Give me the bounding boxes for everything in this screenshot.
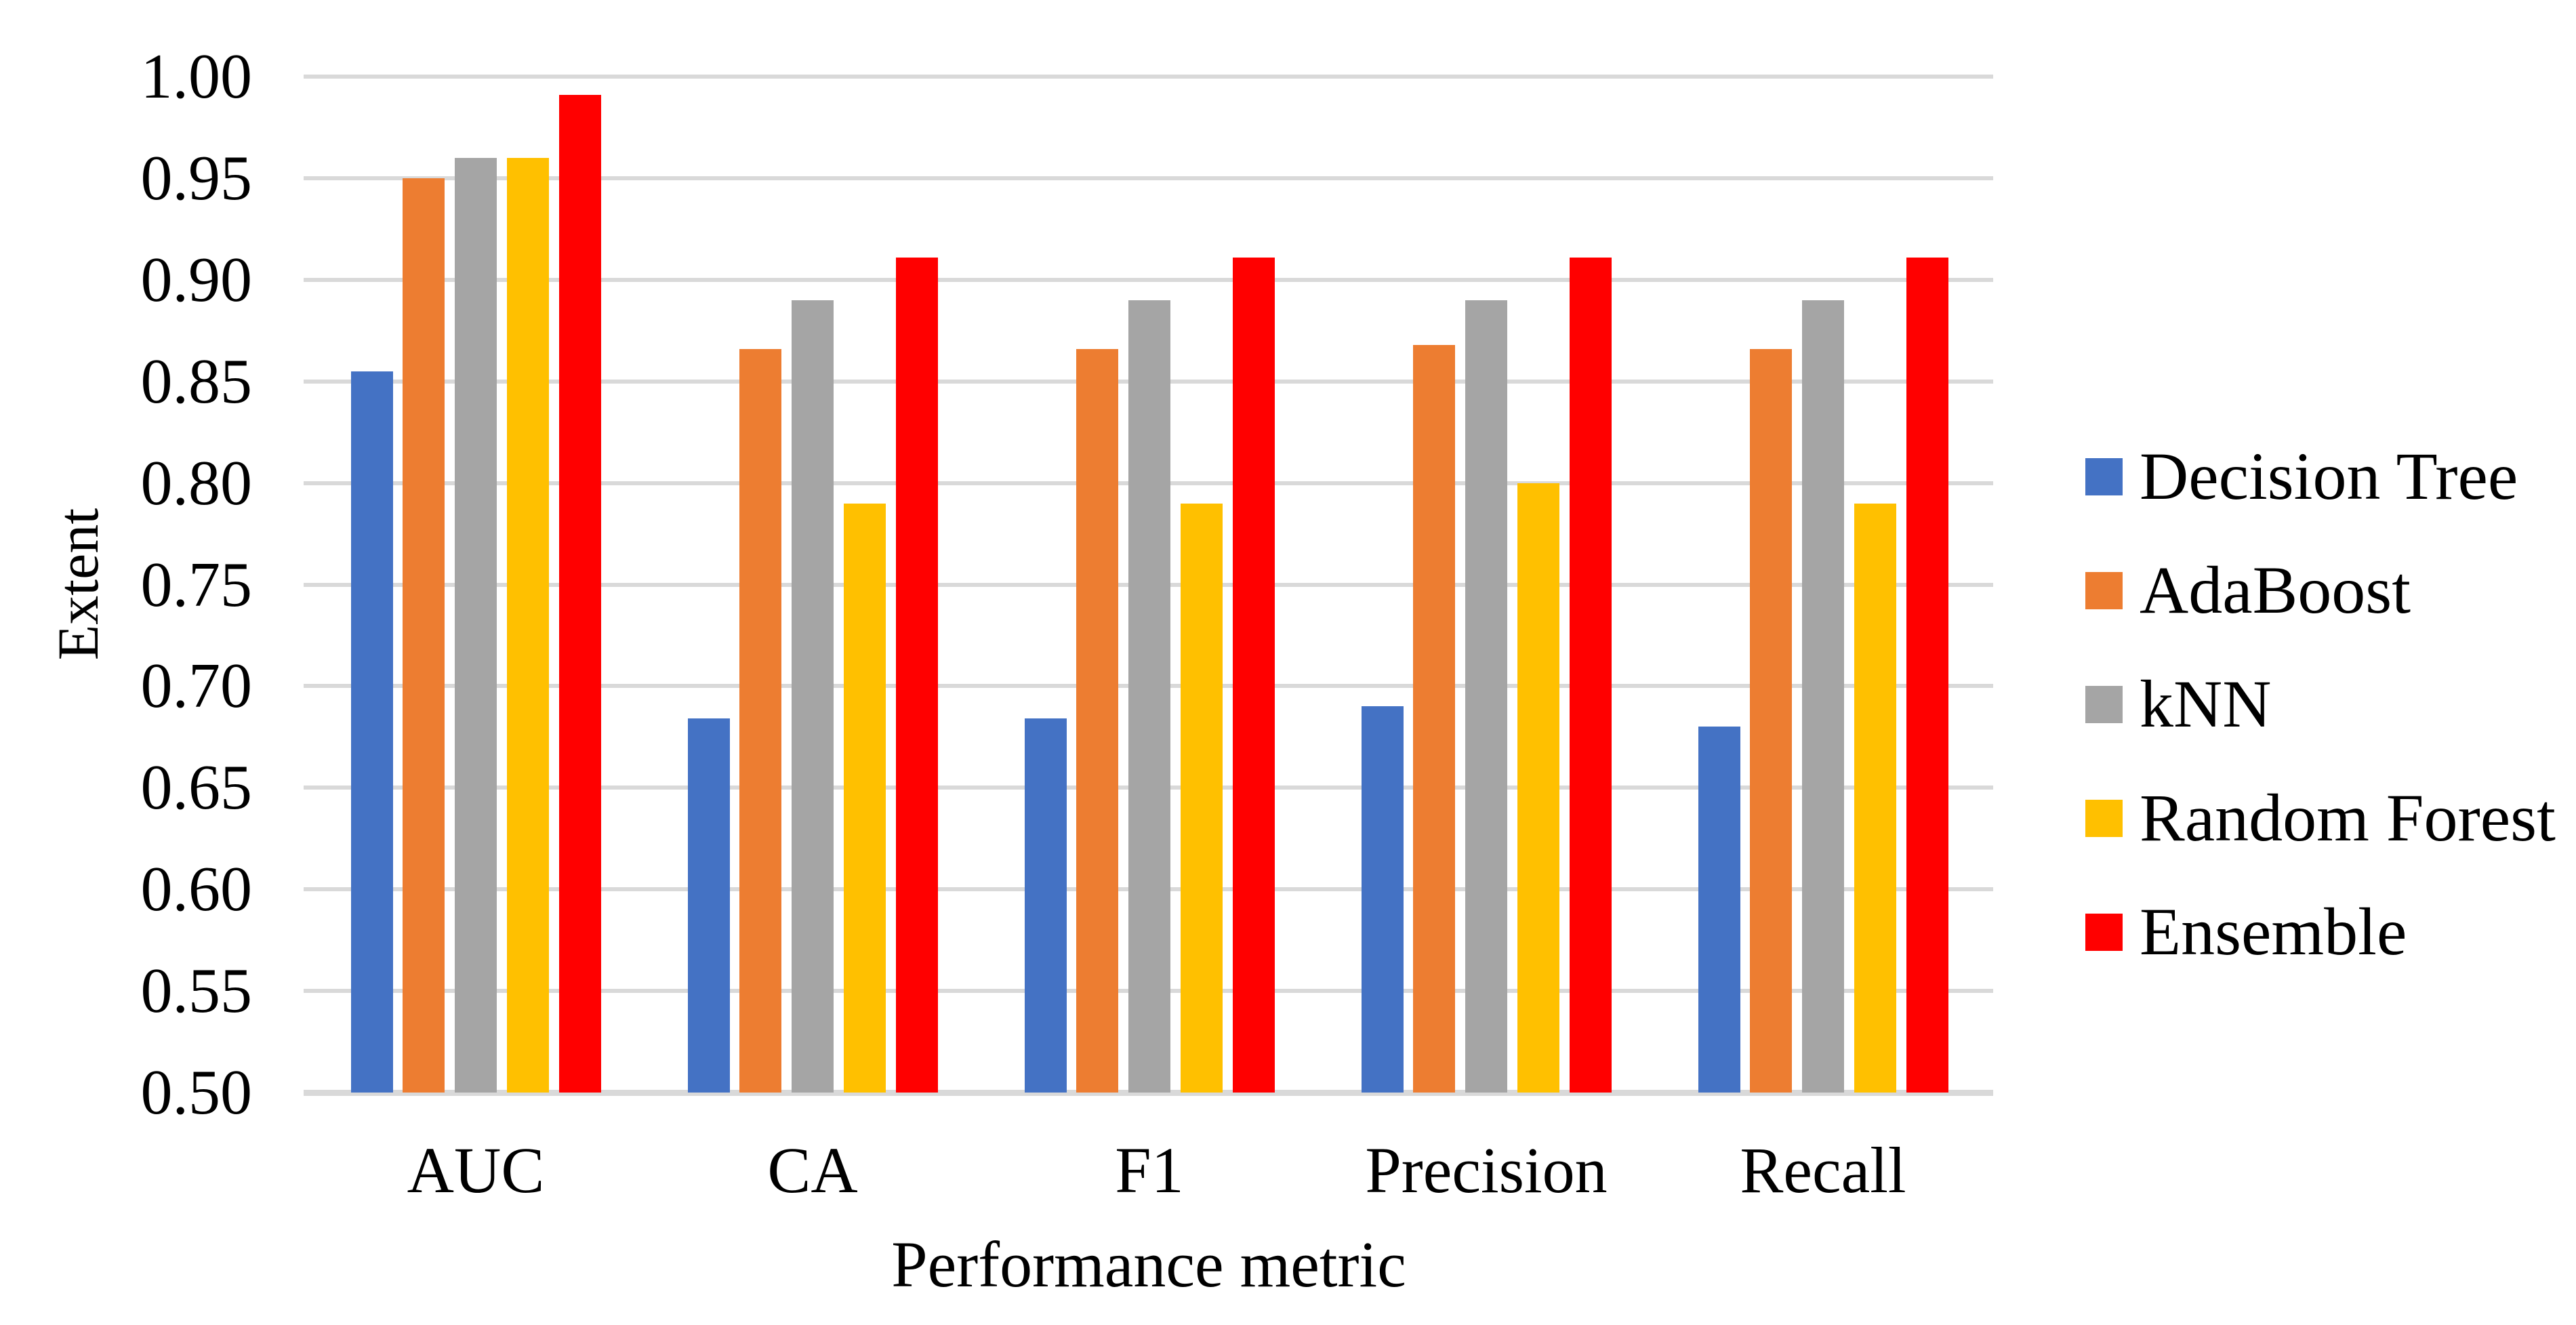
legend-label-decision-tree: Decision Tree	[2140, 439, 2518, 514]
bar-knn-recall	[1802, 300, 1844, 1093]
x-category-label-recall: Recall	[1740, 1134, 1906, 1206]
y-tick-label-0.70: 0.70	[140, 651, 253, 721]
y-tick-label-1.00: 1.00	[140, 41, 253, 112]
legend-label-adaboost: AdaBoost	[2140, 552, 2411, 628]
bar-ensemble-recall	[1906, 258, 1948, 1093]
bar-random-forest-precision	[1517, 483, 1559, 1093]
gridline-0.90	[304, 278, 1993, 282]
x-category-label-f1: F1	[1115, 1134, 1184, 1206]
gridline-0.95	[304, 176, 1993, 180]
y-tick-label-0.95: 0.95	[140, 143, 253, 213]
bar-adaboost-precision	[1413, 345, 1455, 1093]
y-tick-label-0.85: 0.85	[140, 346, 253, 417]
y-tick-label-0.55: 0.55	[140, 956, 253, 1026]
legend-swatch-knn	[2085, 686, 2123, 723]
bar-ensemble-precision	[1570, 258, 1612, 1093]
y-tick-label-0.65: 0.65	[140, 752, 253, 823]
x-category-label-ca: CA	[767, 1134, 858, 1206]
gridline-1.00	[304, 75, 1993, 79]
legend-swatch-random-forest	[2085, 800, 2123, 837]
y-tick-label-0.75: 0.75	[140, 550, 253, 620]
bar-decision-tree-precision	[1362, 706, 1404, 1093]
bar-adaboost-ca	[739, 349, 781, 1093]
bar-adaboost-recall	[1750, 349, 1792, 1093]
bar-adaboost-f1	[1076, 349, 1118, 1093]
bar-decision-tree-f1	[1025, 718, 1067, 1093]
legend-swatch-ensemble	[2085, 914, 2123, 951]
y-tick-label-0.90: 0.90	[140, 245, 253, 315]
legend-label-random-forest: Random Forest	[2140, 780, 2556, 855]
bar-ensemble-auc	[559, 95, 601, 1093]
bar-decision-tree-recall	[1698, 727, 1740, 1093]
bar-random-forest-auc	[507, 158, 549, 1093]
bar-knn-auc	[455, 158, 497, 1093]
bar-ensemble-f1	[1233, 258, 1275, 1093]
bar-knn-precision	[1465, 300, 1507, 1093]
x-axis-line	[304, 1090, 1993, 1096]
x-category-label-auc: AUC	[407, 1134, 545, 1206]
x-category-label-precision: Precision	[1365, 1134, 1608, 1206]
y-tick-label-0.80: 0.80	[140, 448, 253, 518]
bar-knn-f1	[1128, 300, 1170, 1093]
legend-swatch-decision-tree	[2085, 458, 2123, 495]
bar-knn-ca	[792, 300, 834, 1093]
bar-adaboost-auc	[403, 178, 445, 1093]
y-tick-label-0.60: 0.60	[140, 854, 253, 924]
legend-label-knn: kNN	[2140, 666, 2272, 741]
y-tick-label-0.50: 0.50	[140, 1057, 253, 1128]
bar-random-forest-ca	[844, 504, 886, 1093]
legend-label-ensemble: Ensemble	[2140, 894, 2407, 969]
bar-random-forest-recall	[1854, 504, 1896, 1093]
bar-random-forest-f1	[1181, 504, 1223, 1093]
bar-decision-tree-auc	[351, 371, 393, 1093]
bar-decision-tree-ca	[688, 718, 730, 1093]
x-axis-title: Performance metric	[891, 1228, 1406, 1301]
bar-ensemble-ca	[896, 258, 938, 1093]
legend-swatch-adaboost	[2085, 572, 2123, 609]
